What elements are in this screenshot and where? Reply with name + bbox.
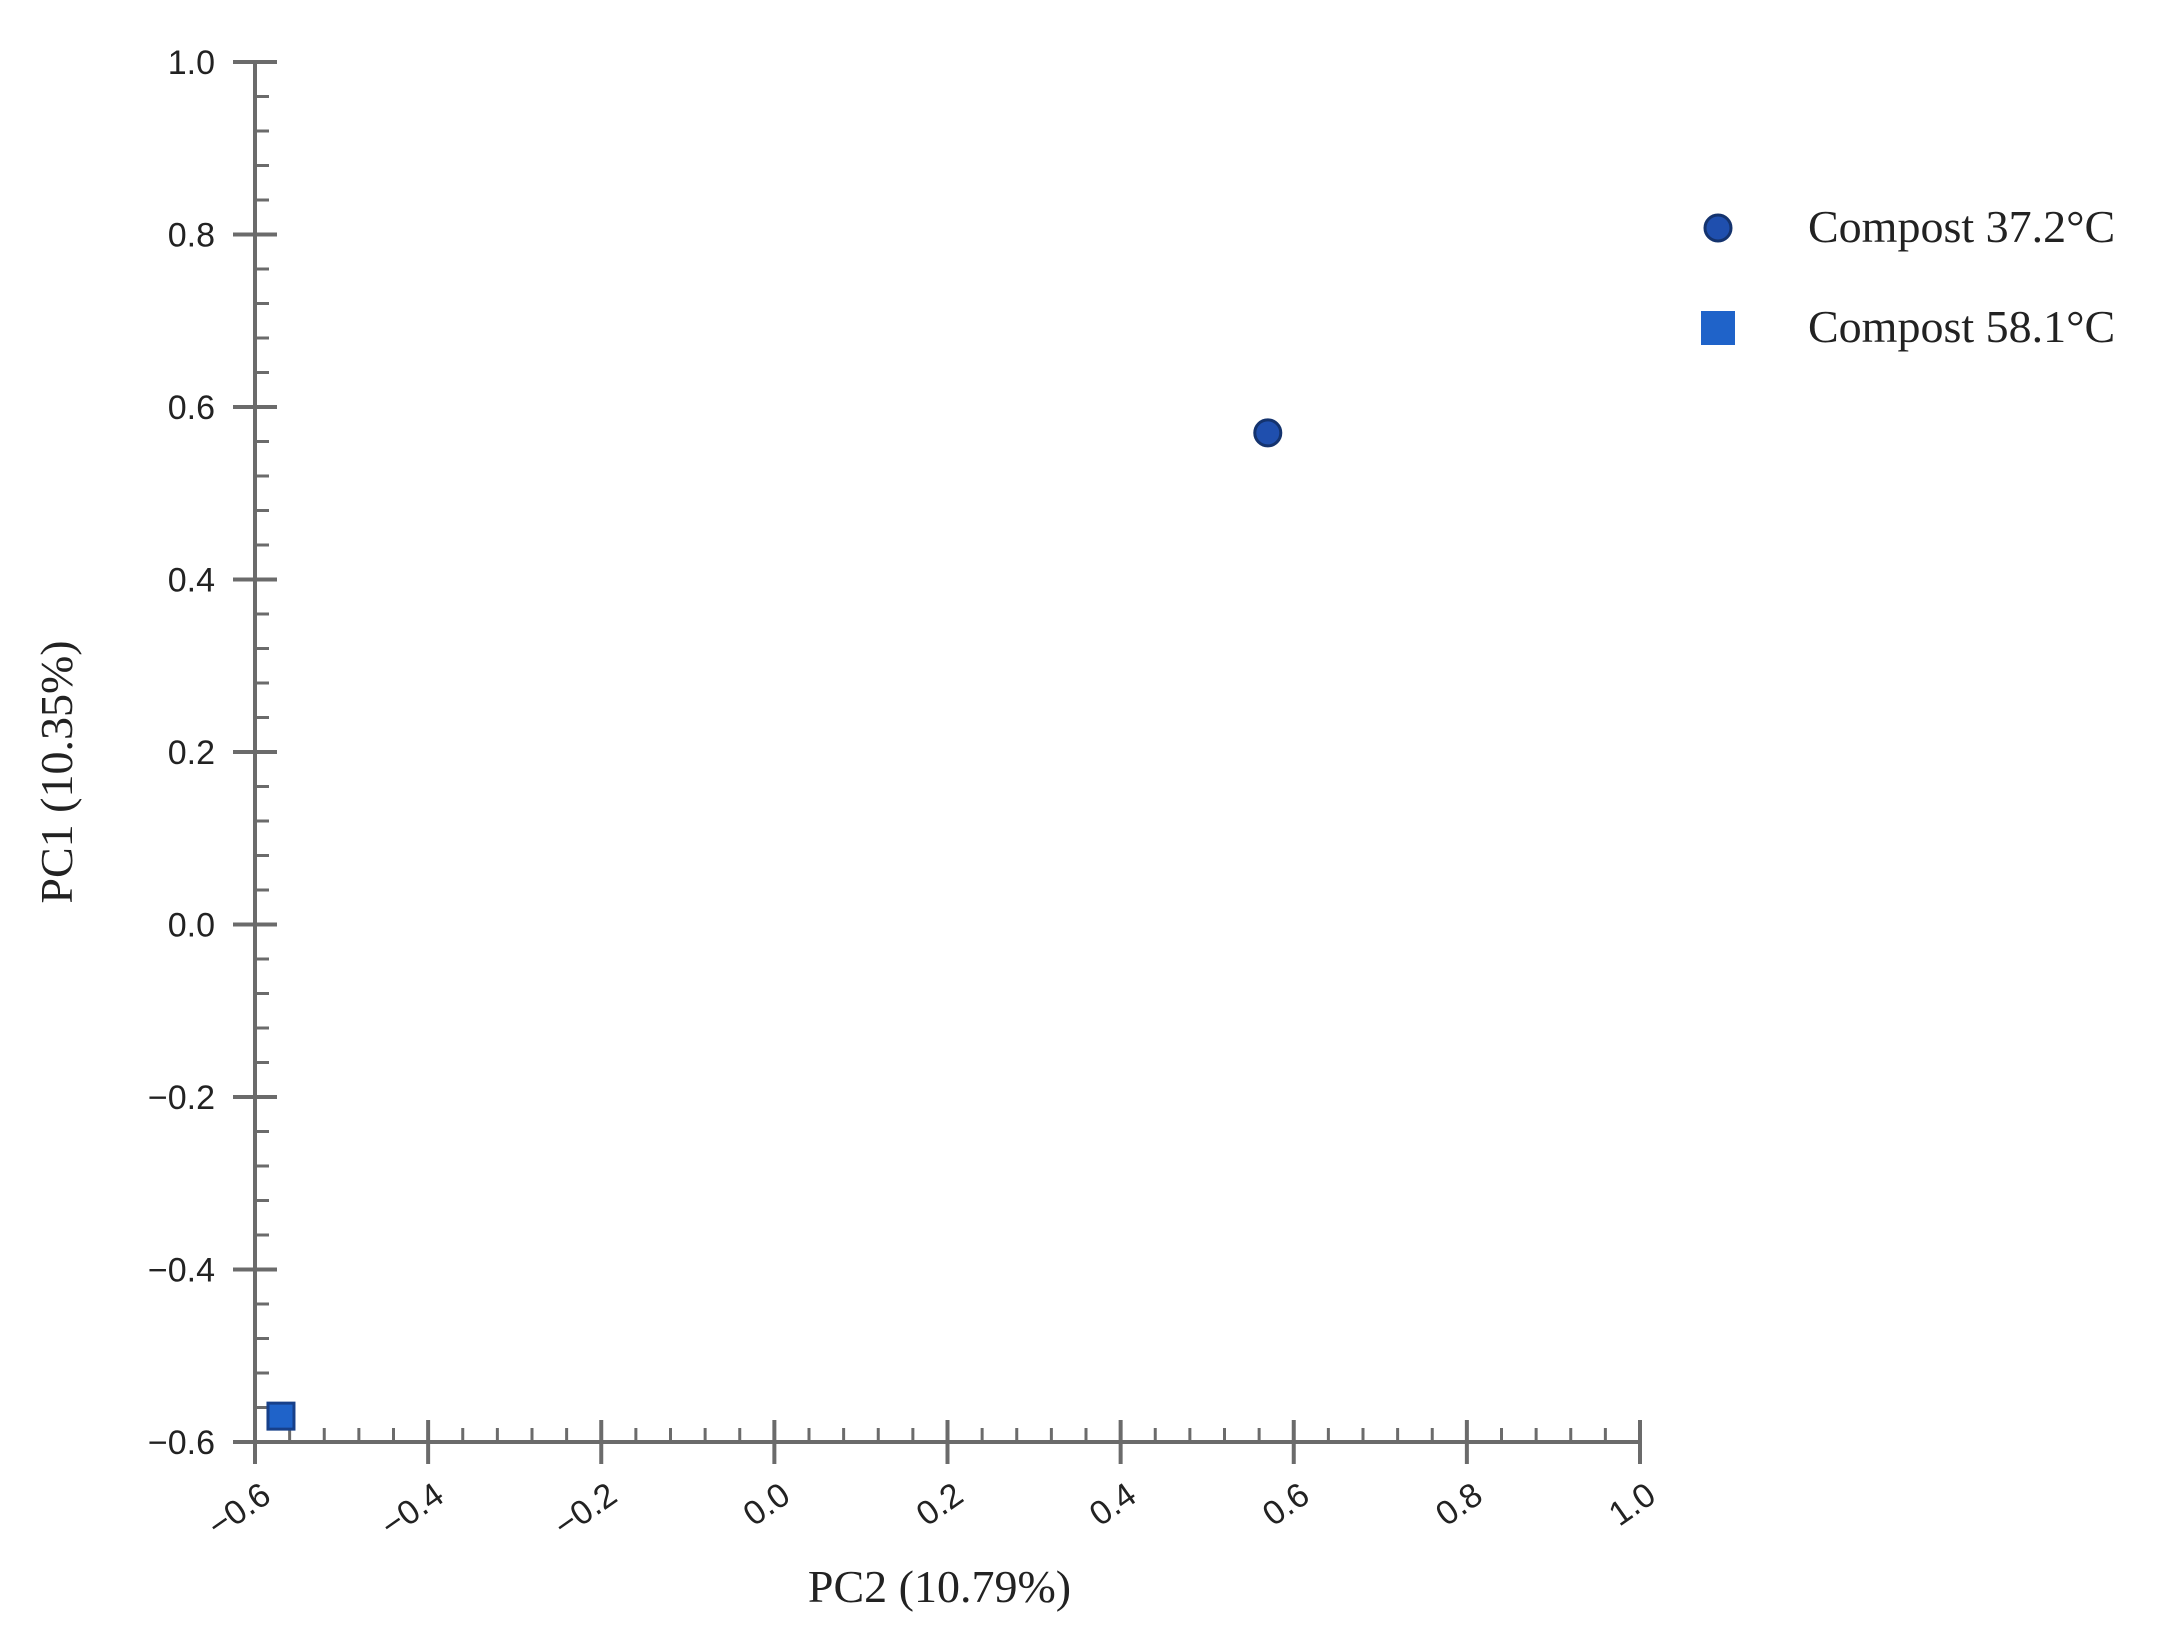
y-axis-title: PC1 (10.35%)	[31, 640, 82, 903]
x-tick-label: 0.0	[736, 1475, 797, 1533]
y-tick-label: 0.0	[168, 907, 215, 945]
y-tick-label: 1.0	[168, 44, 215, 82]
axes: −0.6 −0.4 −0.2 0.0 0.2 0.4 0.6 0.8 1.0 −0.6 −0.4 −0…	[31, 44, 1663, 1612]
legend-label: Compost 58.1°C	[1808, 301, 2115, 352]
data-points	[266, 418, 1283, 1431]
y-tick-label: 0.6	[168, 389, 215, 427]
y-tick-label: 0.2	[168, 734, 215, 772]
x-tick-label: −0.2	[547, 1475, 624, 1545]
y-tick-label: −0.6	[148, 1424, 215, 1462]
y-tick-label: −0.4	[148, 1252, 215, 1290]
legend: Compost 37.2°C Compost 58.1°C	[1701, 201, 2115, 352]
legend-marker-square	[1701, 311, 1735, 345]
x-tick-label: 1.0	[1602, 1475, 1663, 1533]
data-point-square	[266, 1401, 296, 1431]
x-tick-label: 0.6	[1256, 1475, 1317, 1533]
legend-label: Compost 37.2°C	[1808, 201, 2115, 252]
x-axis-title: PC2 (10.79%)	[808, 1561, 1071, 1612]
y-tick-label: 0.4	[168, 562, 215, 600]
x-tick-label: −0.6	[201, 1475, 278, 1545]
x-tick-label: 0.8	[1429, 1475, 1490, 1533]
data-point-circle	[1253, 418, 1283, 448]
y-tick-label: −0.2	[148, 1079, 215, 1117]
x-tick-label: 0.2	[910, 1475, 971, 1533]
y-tick-label: 0.8	[168, 217, 215, 255]
x-tick-label: 0.4	[1083, 1475, 1144, 1533]
legend-marker-circle	[1703, 213, 1733, 243]
x-tick-label: −0.4	[374, 1475, 451, 1545]
